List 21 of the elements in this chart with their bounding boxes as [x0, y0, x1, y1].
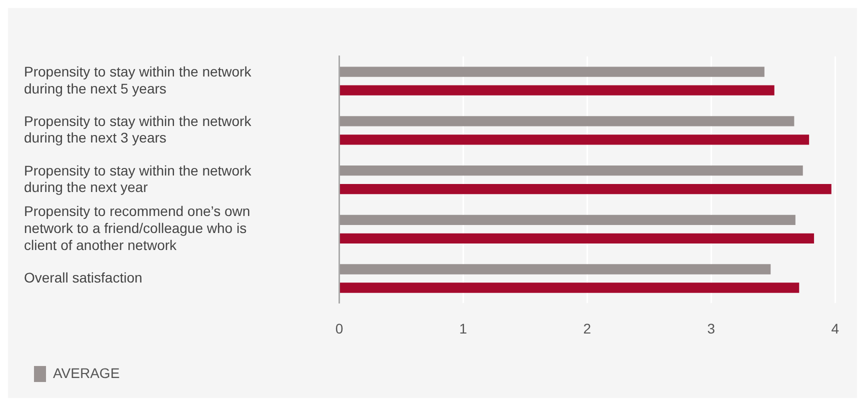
y-tick-label: Propensity to stay within the network during the next year — [24, 162, 252, 196]
x-tick-label: 1 — [459, 320, 468, 336]
legend-label: AVERAGE — [53, 364, 120, 381]
y-tick-label: Propensity to recommend one’s own network to a friend/colleague who is client of another network — [24, 203, 250, 253]
bar — [340, 85, 774, 96]
y-tick-label: Propensity to stay within the network during the next 5 years — [24, 64, 252, 96]
y-tick-label: Propensity to stay within the network during the next 3 years — [24, 112, 252, 146]
bar — [340, 184, 832, 194]
bar — [340, 165, 803, 176]
x-tick-label: 4 — [831, 320, 840, 336]
x-tick-label: 2 — [583, 320, 592, 336]
bar — [340, 66, 764, 77]
bar — [340, 116, 794, 126]
bar — [340, 233, 814, 244]
bar — [340, 214, 796, 225]
x-tick-label: 0 — [335, 320, 344, 336]
y-tick-label: Overall satisfaction — [24, 269, 142, 286]
bar — [340, 282, 800, 293]
bar — [340, 264, 771, 274]
x-tick-label: 3 — [707, 320, 716, 336]
bar — [340, 134, 810, 145]
